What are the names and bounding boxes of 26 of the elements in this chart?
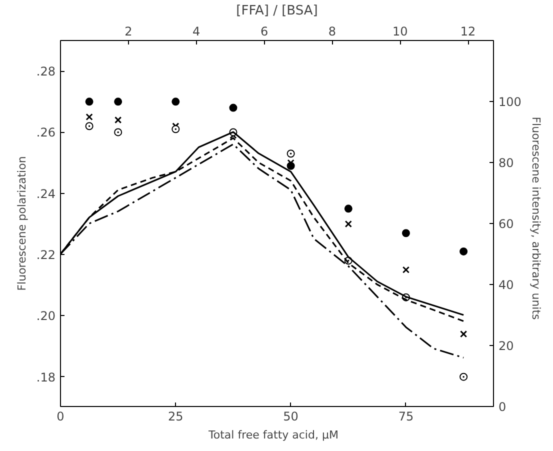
x2-tick-label: 10 bbox=[392, 24, 408, 38]
y-tick-label: .28 bbox=[36, 64, 56, 79]
x2-tick-label: 8 bbox=[328, 24, 336, 38]
y2-tick-label: 60 bbox=[498, 217, 514, 231]
y2-tick-label: 80 bbox=[498, 156, 514, 170]
y-axis-title: Fluorescene polarization bbox=[15, 156, 28, 291]
y2-tick-label: 40 bbox=[498, 278, 514, 292]
x2-tick-label: 4 bbox=[192, 24, 200, 38]
x-tick-label: 25 bbox=[168, 410, 184, 424]
x2-tick-label: 2 bbox=[124, 24, 132, 38]
y-tick-label: .26 bbox=[36, 126, 56, 140]
y2-axis-title: Fluorescene intensity, arbitrary units bbox=[529, 116, 542, 320]
y-tick-label: .22 bbox=[36, 248, 56, 262]
x-tick-label: 50 bbox=[283, 410, 298, 424]
x-tick-label: 0 bbox=[56, 410, 64, 424]
y2-tick-label: 100 bbox=[498, 95, 522, 109]
y-tick-label: .20 bbox=[36, 309, 56, 324]
x-axis-title: Total free fatty acid, µM bbox=[208, 428, 338, 442]
y2-tick-label: 0 bbox=[498, 400, 506, 414]
y-tick-label: .24 bbox=[36, 186, 56, 201]
x2-tick-label: 6 bbox=[260, 24, 268, 38]
x2-tick-label: 12 bbox=[460, 24, 476, 38]
x2-axis-title: [FFA] / [BSA] bbox=[236, 4, 318, 18]
y-tick-label: .18 bbox=[36, 370, 56, 384]
x-tick-label: 75 bbox=[398, 410, 414, 424]
y2-tick-label: 20 bbox=[498, 339, 514, 353]
